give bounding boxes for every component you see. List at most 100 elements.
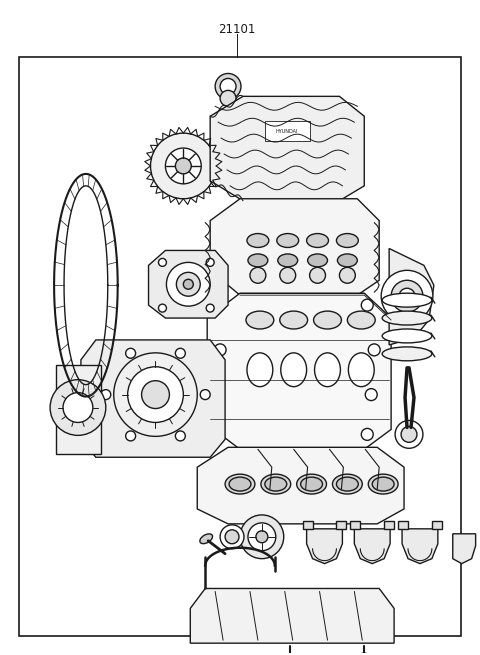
Ellipse shape [313, 311, 341, 329]
Ellipse shape [348, 311, 375, 329]
Ellipse shape [308, 254, 327, 267]
Circle shape [166, 148, 201, 184]
Circle shape [158, 304, 167, 312]
Polygon shape [148, 250, 228, 318]
Circle shape [214, 344, 226, 356]
Circle shape [395, 421, 423, 448]
Ellipse shape [307, 234, 328, 248]
Polygon shape [350, 521, 360, 529]
Circle shape [101, 390, 111, 400]
Circle shape [183, 279, 193, 290]
Polygon shape [56, 365, 101, 455]
Circle shape [280, 267, 296, 283]
Circle shape [209, 299, 221, 311]
Circle shape [126, 348, 136, 358]
Polygon shape [197, 447, 404, 524]
Circle shape [206, 304, 214, 312]
Circle shape [339, 267, 355, 283]
Polygon shape [432, 521, 442, 529]
Polygon shape [354, 529, 390, 563]
Circle shape [209, 428, 221, 440]
Polygon shape [336, 521, 347, 529]
Polygon shape [81, 340, 225, 457]
Polygon shape [453, 534, 476, 563]
Ellipse shape [265, 477, 287, 491]
Circle shape [142, 381, 169, 409]
Circle shape [151, 133, 216, 198]
Circle shape [215, 73, 241, 100]
Ellipse shape [382, 347, 432, 361]
Circle shape [167, 263, 210, 306]
Ellipse shape [372, 477, 394, 491]
Ellipse shape [247, 234, 269, 248]
Ellipse shape [200, 534, 213, 544]
Ellipse shape [248, 254, 268, 267]
Circle shape [126, 431, 136, 441]
Polygon shape [384, 521, 394, 529]
Ellipse shape [261, 474, 291, 494]
Circle shape [209, 388, 221, 401]
Circle shape [158, 259, 167, 267]
Ellipse shape [246, 311, 274, 329]
Ellipse shape [368, 474, 398, 494]
Ellipse shape [360, 653, 369, 655]
Ellipse shape [348, 353, 374, 386]
Ellipse shape [281, 353, 307, 386]
Ellipse shape [382, 329, 432, 343]
Circle shape [248, 523, 276, 551]
Polygon shape [265, 121, 310, 141]
Ellipse shape [337, 254, 357, 267]
Ellipse shape [229, 477, 251, 491]
Circle shape [176, 272, 200, 296]
Ellipse shape [336, 477, 358, 491]
Ellipse shape [280, 311, 308, 329]
Text: 21101: 21101 [218, 23, 256, 36]
Circle shape [128, 367, 183, 422]
Circle shape [240, 515, 284, 559]
Ellipse shape [336, 234, 358, 248]
Ellipse shape [333, 474, 362, 494]
Circle shape [365, 388, 377, 401]
Circle shape [310, 267, 325, 283]
Polygon shape [210, 96, 364, 200]
Circle shape [50, 380, 106, 436]
Circle shape [391, 280, 423, 312]
Ellipse shape [277, 234, 299, 248]
Circle shape [175, 431, 185, 441]
Circle shape [200, 390, 210, 400]
Circle shape [368, 344, 380, 356]
Circle shape [225, 530, 239, 544]
Ellipse shape [297, 474, 326, 494]
Circle shape [63, 392, 93, 422]
Polygon shape [307, 529, 342, 563]
Circle shape [220, 90, 236, 106]
Circle shape [361, 299, 373, 311]
Ellipse shape [247, 353, 273, 386]
Circle shape [220, 525, 244, 549]
Circle shape [361, 428, 373, 440]
Polygon shape [389, 248, 434, 345]
Ellipse shape [314, 353, 340, 386]
Polygon shape [210, 198, 379, 295]
Polygon shape [402, 529, 438, 563]
Ellipse shape [300, 477, 323, 491]
Circle shape [256, 531, 268, 543]
Circle shape [401, 426, 417, 442]
Circle shape [206, 259, 214, 267]
Polygon shape [207, 293, 391, 449]
Circle shape [250, 267, 266, 283]
Circle shape [175, 348, 185, 358]
Text: HYUNDAI: HYUNDAI [276, 128, 298, 134]
Circle shape [220, 79, 236, 94]
Circle shape [399, 288, 415, 304]
Ellipse shape [382, 293, 432, 307]
Polygon shape [302, 521, 312, 529]
Polygon shape [398, 521, 408, 529]
Ellipse shape [225, 474, 255, 494]
Circle shape [381, 271, 433, 322]
Polygon shape [190, 588, 394, 643]
Circle shape [114, 353, 197, 436]
Ellipse shape [278, 254, 298, 267]
Ellipse shape [382, 311, 432, 325]
Circle shape [175, 158, 192, 174]
